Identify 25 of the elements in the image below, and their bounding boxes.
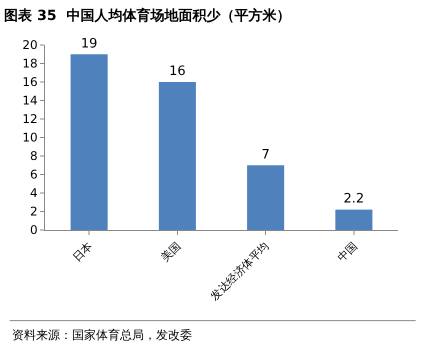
- bar: [158, 82, 196, 230]
- data-label: 19: [80, 36, 98, 52]
- x-tick-label: 日本: [70, 240, 96, 264]
- chart-title: 图表 35 中国人均体育场地面积少（平方米）: [4, 7, 290, 24]
- x-tick-label: 中国: [335, 240, 360, 264]
- y-tick-label: 10: [22, 130, 38, 145]
- bar: [335, 210, 372, 230]
- y-tick-label: 4: [30, 186, 38, 200]
- data-label: 7: [261, 147, 270, 162]
- bar: [70, 54, 108, 230]
- text: 资料来源：国家体育总局，发改委: [12, 328, 192, 342]
- y-tick-label: 16: [22, 75, 38, 90]
- y-tick-label: 6: [30, 168, 38, 182]
- x-tick-label: 发达经济体平均: [208, 240, 272, 304]
- bar: [247, 165, 284, 230]
- y-tick-label: 20: [22, 38, 38, 52]
- y-tick-label: 12: [22, 112, 38, 126]
- y-tick-label: 2: [30, 204, 38, 219]
- y-tick-label: 14: [22, 94, 38, 108]
- data-label: 2.2: [344, 192, 364, 207]
- data-label: 16: [169, 64, 186, 79]
- y-tick-label: 0: [30, 223, 38, 238]
- x-tick-label: 美国: [158, 240, 184, 264]
- y-tick-label: 8: [30, 149, 38, 164]
- y-tick-label: 18: [22, 56, 38, 71]
